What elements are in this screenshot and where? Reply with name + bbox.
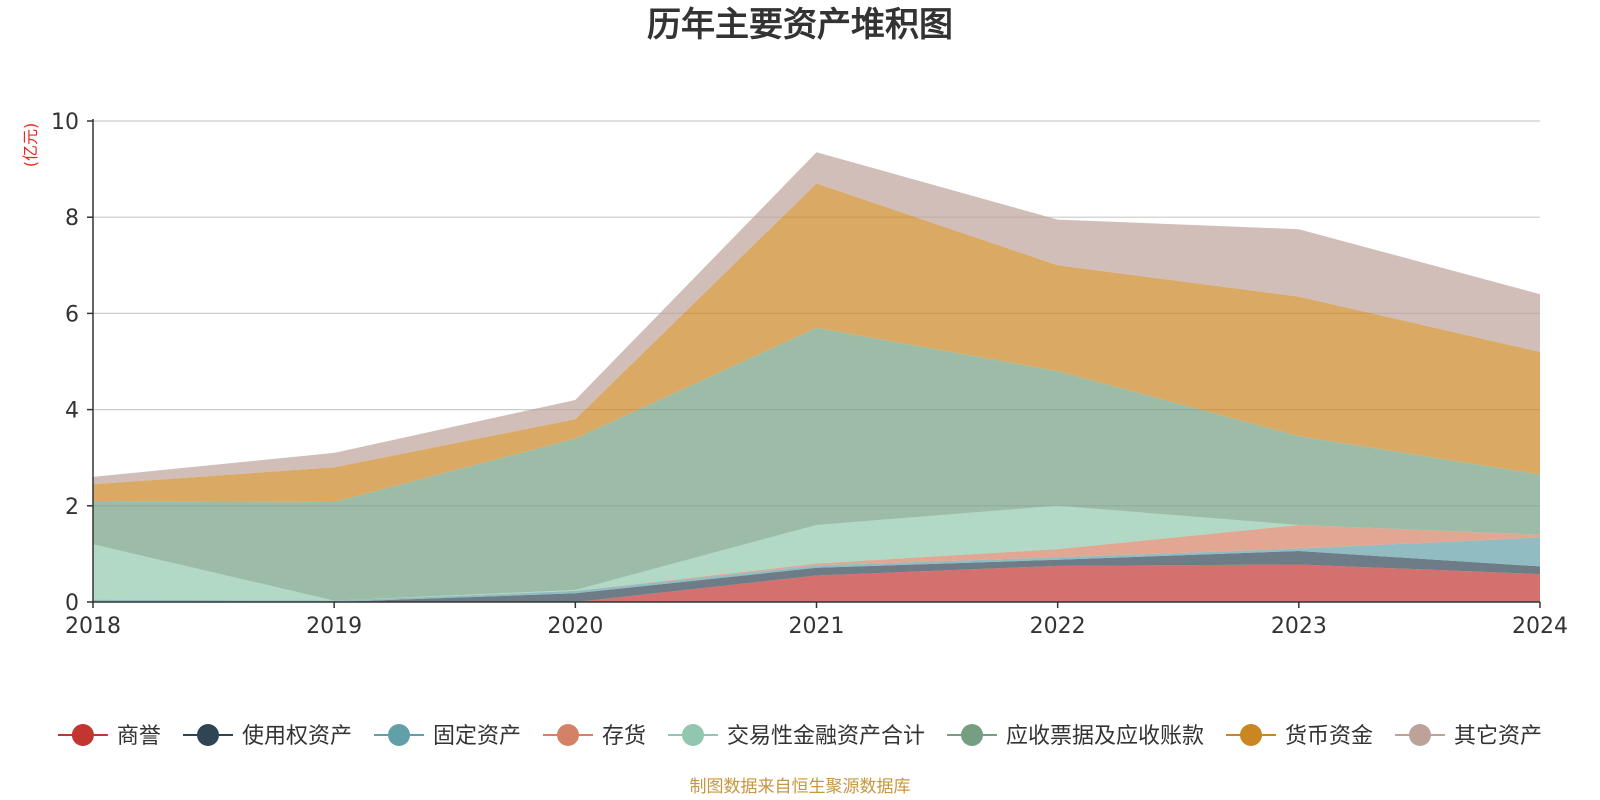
- y-tick-label: 6: [65, 302, 79, 327]
- legend-marker-icon: [197, 724, 219, 746]
- legend-label: 使用权资产: [242, 724, 352, 749]
- legend-item-2: 使用权资产: [183, 724, 352, 749]
- area-series-2: [93, 551, 1540, 602]
- y-tick-label: 0: [65, 591, 79, 616]
- legend-item-4: 存货: [543, 724, 646, 749]
- legend: 商誉 使用权资产 固定资产 存货 交易性金融资产合计 应收票据及应收账款 货币资金 其它资产: [57, 724, 1542, 749]
- area-series-group: [93, 152, 1540, 602]
- legend-marker-icon: [71, 724, 94, 746]
- legend-marker-icon: [1240, 724, 1262, 746]
- legend-item-3: 固定资产: [374, 724, 521, 749]
- area-series-6: [93, 327, 1540, 601]
- x-tick-label: 2018: [65, 614, 121, 639]
- legend-item-1: 商誉: [57, 724, 161, 749]
- legend-label: 其它资产: [1454, 724, 1542, 749]
- legend-label: 存货: [602, 724, 646, 749]
- y-tick-label: 8: [65, 206, 79, 231]
- y-tick-label: 2: [65, 495, 79, 520]
- area-series-7: [93, 183, 1540, 502]
- area-series-3: [93, 537, 1540, 602]
- legend-item-5: 交易性金融资产合计: [668, 724, 925, 749]
- area-series-8: [93, 152, 1540, 485]
- x-tick-label: 2021: [789, 614, 845, 639]
- legend-marker-icon: [388, 724, 410, 746]
- axes: 0 2 4 6 8 10 2018 2019 2020 2021 2022 2023 2024: [51, 110, 1568, 639]
- area-series-5: [93, 505, 1540, 601]
- legend-marker-icon: [1409, 724, 1431, 746]
- legend-label: 商誉: [117, 724, 161, 749]
- x-tick-label: 2022: [1030, 614, 1086, 639]
- x-tick-label: 2023: [1271, 614, 1327, 639]
- x-tick-label: 2019: [306, 614, 362, 639]
- y-axis-unit-label: (亿元): [21, 123, 40, 168]
- area-series-4: [93, 525, 1540, 601]
- area-series-1: [93, 564, 1540, 602]
- legend-marker-icon: [682, 724, 704, 746]
- data-source-note: 制图数据来自恒生聚源数据库: [690, 777, 911, 797]
- legend-item-6: 应收票据及应收账款: [947, 724, 1204, 749]
- legend-item-7: 货币资金: [1226, 724, 1373, 749]
- legend-label: 应收票据及应收账款: [1006, 724, 1204, 749]
- x-tick-label: 2020: [547, 614, 603, 639]
- legend-item-8: 其它资产: [1395, 724, 1542, 749]
- y-tick-label: 10: [51, 110, 79, 135]
- chart-title: 历年主要资产堆积图: [647, 5, 953, 45]
- y-tick-label: 4: [65, 399, 79, 424]
- legend-label: 交易性金融资产合计: [727, 724, 925, 749]
- legend-label: 货币资金: [1285, 724, 1373, 749]
- legend-marker-icon: [961, 724, 983, 746]
- legend-marker-icon: [557, 724, 579, 746]
- x-tick-label: 2024: [1512, 614, 1568, 639]
- legend-label: 固定资产: [433, 724, 521, 749]
